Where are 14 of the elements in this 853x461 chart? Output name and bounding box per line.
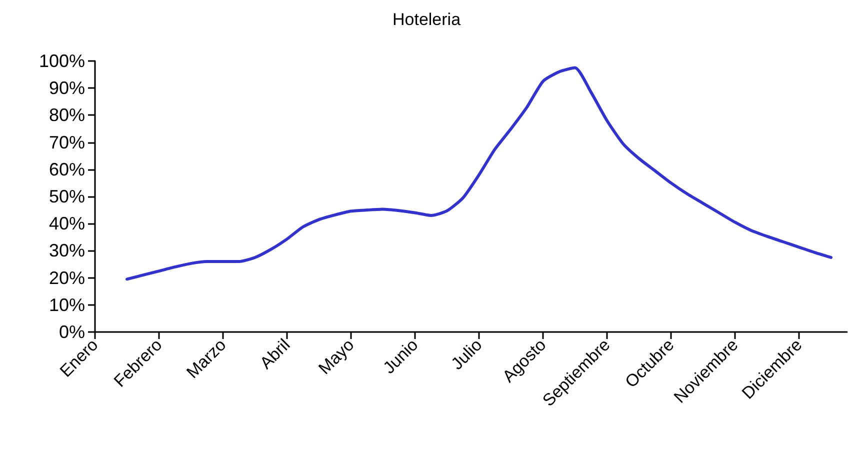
y-tick-label: 10% [48, 294, 85, 315]
line-series [126, 66, 832, 281]
y-tick-label: 20% [48, 268, 85, 288]
y-tick-label: 70% [48, 132, 85, 152]
x-tick-label: Julio [448, 335, 486, 374]
y-tick-label: 60% [48, 159, 85, 180]
y-tick-label: 80% [48, 105, 85, 126]
y-tick-label: 0% [58, 322, 85, 342]
y-tick-label: 50% [48, 186, 85, 206]
chart-title: Hoteleria [392, 10, 462, 29]
y-tick-label: 100% [38, 51, 85, 71]
y-tick-label: 90% [48, 78, 85, 98]
y-tick-label: 40% [48, 214, 85, 234]
y-tick-label: 30% [48, 240, 85, 261]
